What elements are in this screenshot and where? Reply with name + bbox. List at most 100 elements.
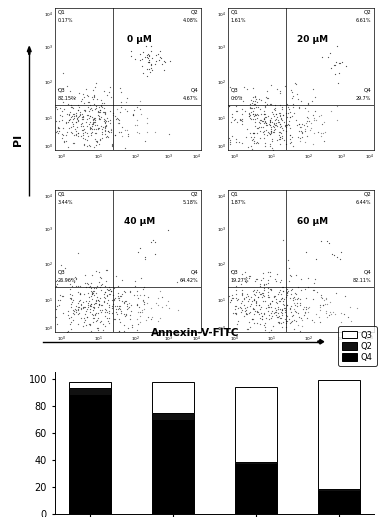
Point	[116, 302, 122, 310]
Point	[328, 107, 334, 115]
Point	[250, 110, 256, 118]
Point	[273, 119, 279, 127]
Point	[65, 311, 71, 319]
Point	[109, 302, 115, 310]
Point	[331, 251, 337, 259]
Point	[332, 309, 339, 317]
Point	[109, 109, 115, 117]
Point	[92, 83, 98, 91]
Point	[102, 311, 108, 320]
Point	[155, 301, 161, 309]
Point	[118, 88, 124, 96]
Point	[103, 116, 109, 125]
Text: $10^0$: $10^0$	[44, 325, 53, 334]
Point	[101, 110, 108, 118]
Point	[269, 297, 275, 305]
Point	[67, 87, 73, 95]
Point	[257, 290, 264, 298]
Point	[76, 290, 83, 298]
Point	[246, 112, 252, 120]
Point	[289, 112, 296, 120]
Point	[278, 105, 285, 114]
Point	[62, 137, 69, 145]
Point	[98, 102, 105, 110]
Point	[233, 290, 239, 298]
Point	[104, 299, 110, 308]
Point	[241, 301, 247, 309]
Point	[304, 132, 310, 140]
Point	[128, 307, 134, 315]
Point	[144, 118, 150, 127]
Point	[88, 284, 94, 293]
Text: $10^1$: $10^1$	[44, 297, 53, 306]
Point	[99, 306, 105, 314]
Point	[70, 309, 76, 317]
Point	[277, 132, 284, 141]
Point	[55, 123, 61, 131]
Point	[67, 294, 73, 302]
Point	[256, 148, 262, 156]
Point	[261, 147, 267, 156]
Point	[72, 348, 78, 357]
Point	[89, 290, 95, 298]
Point	[290, 92, 296, 100]
Point	[282, 306, 288, 314]
Point	[64, 349, 70, 358]
Point	[159, 59, 165, 68]
Point	[233, 302, 239, 310]
Point	[96, 112, 102, 120]
Point	[101, 305, 108, 313]
Point	[268, 127, 275, 135]
Point	[241, 295, 248, 303]
Point	[252, 97, 259, 105]
Point	[64, 100, 71, 109]
Point	[297, 327, 303, 335]
Point	[268, 309, 274, 317]
Text: 20 μM: 20 μM	[297, 35, 328, 43]
Point	[278, 311, 285, 319]
Point	[281, 136, 287, 144]
Point	[77, 111, 83, 119]
Text: $10^3$: $10^3$	[44, 43, 53, 53]
Point	[317, 129, 324, 138]
Point	[219, 335, 225, 343]
Point	[260, 291, 266, 299]
Point	[109, 141, 115, 149]
Point	[337, 254, 343, 263]
Point	[74, 115, 80, 124]
Bar	[152, 419, 194, 514]
Point	[124, 130, 131, 139]
Point	[74, 306, 81, 314]
Text: $10^2$: $10^2$	[131, 153, 140, 162]
Point	[96, 306, 103, 314]
Point	[88, 279, 94, 287]
Point	[126, 302, 132, 311]
Point	[262, 319, 268, 327]
Point	[277, 318, 283, 327]
Point	[80, 113, 86, 121]
Point	[250, 134, 256, 143]
Point	[270, 120, 277, 129]
Point	[73, 130, 79, 139]
Point	[133, 103, 140, 111]
Point	[323, 309, 329, 317]
Point	[256, 95, 262, 103]
Point	[107, 116, 113, 124]
Point	[85, 103, 91, 111]
Point	[147, 64, 154, 72]
Point	[215, 110, 222, 118]
Point	[80, 134, 86, 142]
Point	[48, 127, 54, 135]
Point	[236, 316, 242, 325]
Point	[98, 134, 104, 143]
Point	[306, 303, 312, 311]
Point	[98, 112, 105, 120]
Point	[92, 120, 98, 129]
Point	[348, 316, 354, 325]
Point	[232, 309, 238, 317]
Point	[83, 342, 89, 351]
Point	[104, 284, 110, 293]
Point	[89, 290, 96, 298]
Point	[71, 131, 78, 139]
Point	[86, 114, 92, 123]
